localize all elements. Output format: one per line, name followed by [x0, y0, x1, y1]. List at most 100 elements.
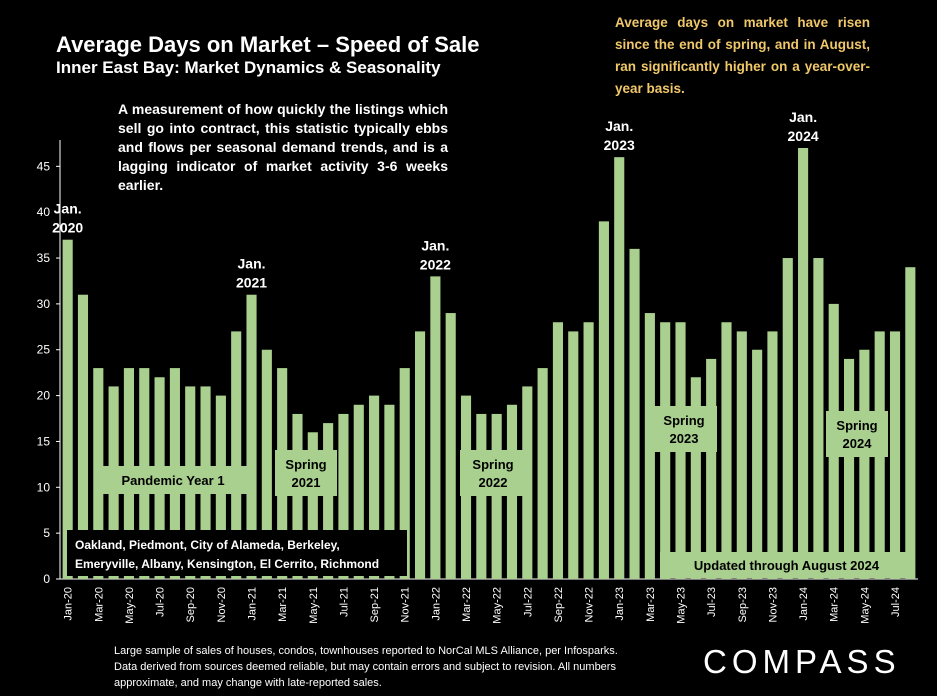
- x-tick-label: Jan-21: [247, 587, 259, 621]
- bar: [629, 248, 640, 579]
- bar: [414, 331, 426, 579]
- x-tick-label: Nov-20: [216, 587, 228, 622]
- year-label: Jan. 2023: [604, 118, 635, 153]
- spring-2021-annotation-text: Spring 2021: [285, 457, 326, 490]
- y-tick-label: 15: [37, 434, 51, 448]
- bar: [614, 157, 625, 579]
- x-tick-label: May-24: [859, 587, 871, 624]
- bar: [307, 432, 318, 579]
- bar: [721, 322, 732, 579]
- spring-2023-annotation-box: [651, 406, 717, 452]
- y-tick-label: 5: [43, 526, 50, 540]
- y-tick-label: 25: [37, 343, 51, 357]
- x-tick-label: Jul-20: [155, 587, 167, 617]
- year-label: Jan. 2022: [420, 237, 451, 272]
- chart-note: Average days on market have risen since …: [615, 15, 870, 96]
- bar: [736, 331, 747, 579]
- year-label: Jan. 2020: [52, 201, 83, 236]
- y-tick-label: 10: [37, 480, 51, 494]
- bar: [430, 276, 441, 579]
- bar: [384, 404, 395, 579]
- bar: [323, 423, 334, 579]
- bar: [583, 322, 594, 579]
- x-tick-label: Jan-23: [614, 587, 626, 621]
- x-tick-label: Jul-23: [706, 587, 718, 617]
- spring-2022-annotation-box: [460, 450, 526, 496]
- bar: [782, 258, 793, 579]
- bar: [752, 349, 763, 579]
- x-tick-label: Jan-20: [63, 587, 75, 621]
- x-tick-label: Mar-23: [645, 587, 657, 622]
- x-tick-label: May-20: [124, 587, 136, 624]
- x-tick-label: Mar-22: [461, 587, 473, 622]
- bar: [644, 313, 655, 579]
- x-tick-label: Mar-24: [829, 587, 841, 622]
- bar: [552, 322, 564, 579]
- chart-subtitle: Inner East Bay: Market Dynamics & Season…: [56, 58, 441, 77]
- bar: [77, 294, 89, 579]
- y-tick-label: 40: [37, 205, 51, 219]
- bar: [767, 331, 778, 579]
- footer-disclaimer: Large sample of sales of houses, condos,…: [114, 645, 618, 689]
- bar: [353, 404, 364, 579]
- x-tick-label: Nov-22: [584, 587, 596, 622]
- bar: [292, 413, 303, 579]
- updated-annotation-box: [660, 552, 913, 578]
- spring-2021-annotation-box: [275, 450, 337, 496]
- x-tick-label: May-23: [676, 587, 688, 624]
- bar: [491, 413, 502, 579]
- x-tick-label: Jul-21: [338, 587, 350, 617]
- updated-annotation-text: Updated through August 2024: [694, 558, 880, 573]
- bar: [598, 221, 609, 580]
- y-tick-label: 0: [43, 572, 50, 586]
- x-tick-label: Sep-23: [737, 587, 749, 622]
- bar: [522, 386, 533, 579]
- pandemic-annotation-text: Pandemic Year 1: [121, 473, 224, 488]
- bar: [476, 413, 487, 579]
- x-tick-label: Jul-24: [890, 587, 902, 617]
- bar: [399, 368, 410, 579]
- x-tick-label: May-21: [308, 587, 320, 624]
- y-tick-label: 20: [37, 389, 51, 403]
- x-tick-label: Jan-22: [430, 587, 442, 621]
- spring-2024-annotation-box: [826, 411, 888, 457]
- bar: [537, 368, 548, 579]
- x-tick-label: Jan-24: [798, 587, 810, 621]
- year-label: Jan. 2024: [788, 109, 819, 144]
- pandemic-annotation-box: [97, 466, 249, 494]
- x-tick-label: Sep-20: [185, 587, 197, 622]
- bar: [798, 148, 809, 579]
- y-tick-label: 35: [37, 251, 51, 265]
- bar: [706, 358, 717, 579]
- bar: [843, 358, 855, 579]
- cities-text: Oakland, Piedmont, City of Alameda, Berk…: [75, 538, 379, 571]
- bar: [338, 413, 349, 579]
- spring-2023-annotation-text: Spring 2023: [663, 413, 704, 446]
- x-tick-label: Sep-22: [553, 587, 565, 622]
- bar: [568, 331, 579, 579]
- bar: [889, 331, 901, 579]
- x-tick-label: Sep-21: [369, 587, 381, 622]
- bar: [905, 267, 916, 579]
- spring-2024-annotation-text: Spring 2024: [836, 418, 877, 451]
- bar: [690, 377, 701, 579]
- x-tick-label: Mar-20: [93, 587, 105, 622]
- chart-description: A measurement of how quickly the listing…: [118, 101, 448, 193]
- bar: [813, 258, 824, 579]
- bar: [859, 349, 870, 579]
- brand-logo: COMPASS: [703, 643, 901, 680]
- bar: [445, 313, 456, 579]
- x-tick-label: Nov-21: [400, 587, 412, 622]
- bar: [231, 331, 242, 579]
- x-tick-label: May-22: [492, 587, 504, 624]
- y-tick-label: 30: [37, 297, 51, 311]
- bar: [369, 395, 380, 579]
- cities-box: [67, 530, 407, 576]
- bar: [62, 239, 73, 579]
- y-tick-label: 45: [37, 159, 51, 173]
- bar: [246, 294, 257, 579]
- spring-2022-annotation-text: Spring 2022: [472, 457, 513, 490]
- year-label: Jan. 2021: [236, 256, 267, 291]
- x-tick-label: Jul-22: [522, 587, 534, 617]
